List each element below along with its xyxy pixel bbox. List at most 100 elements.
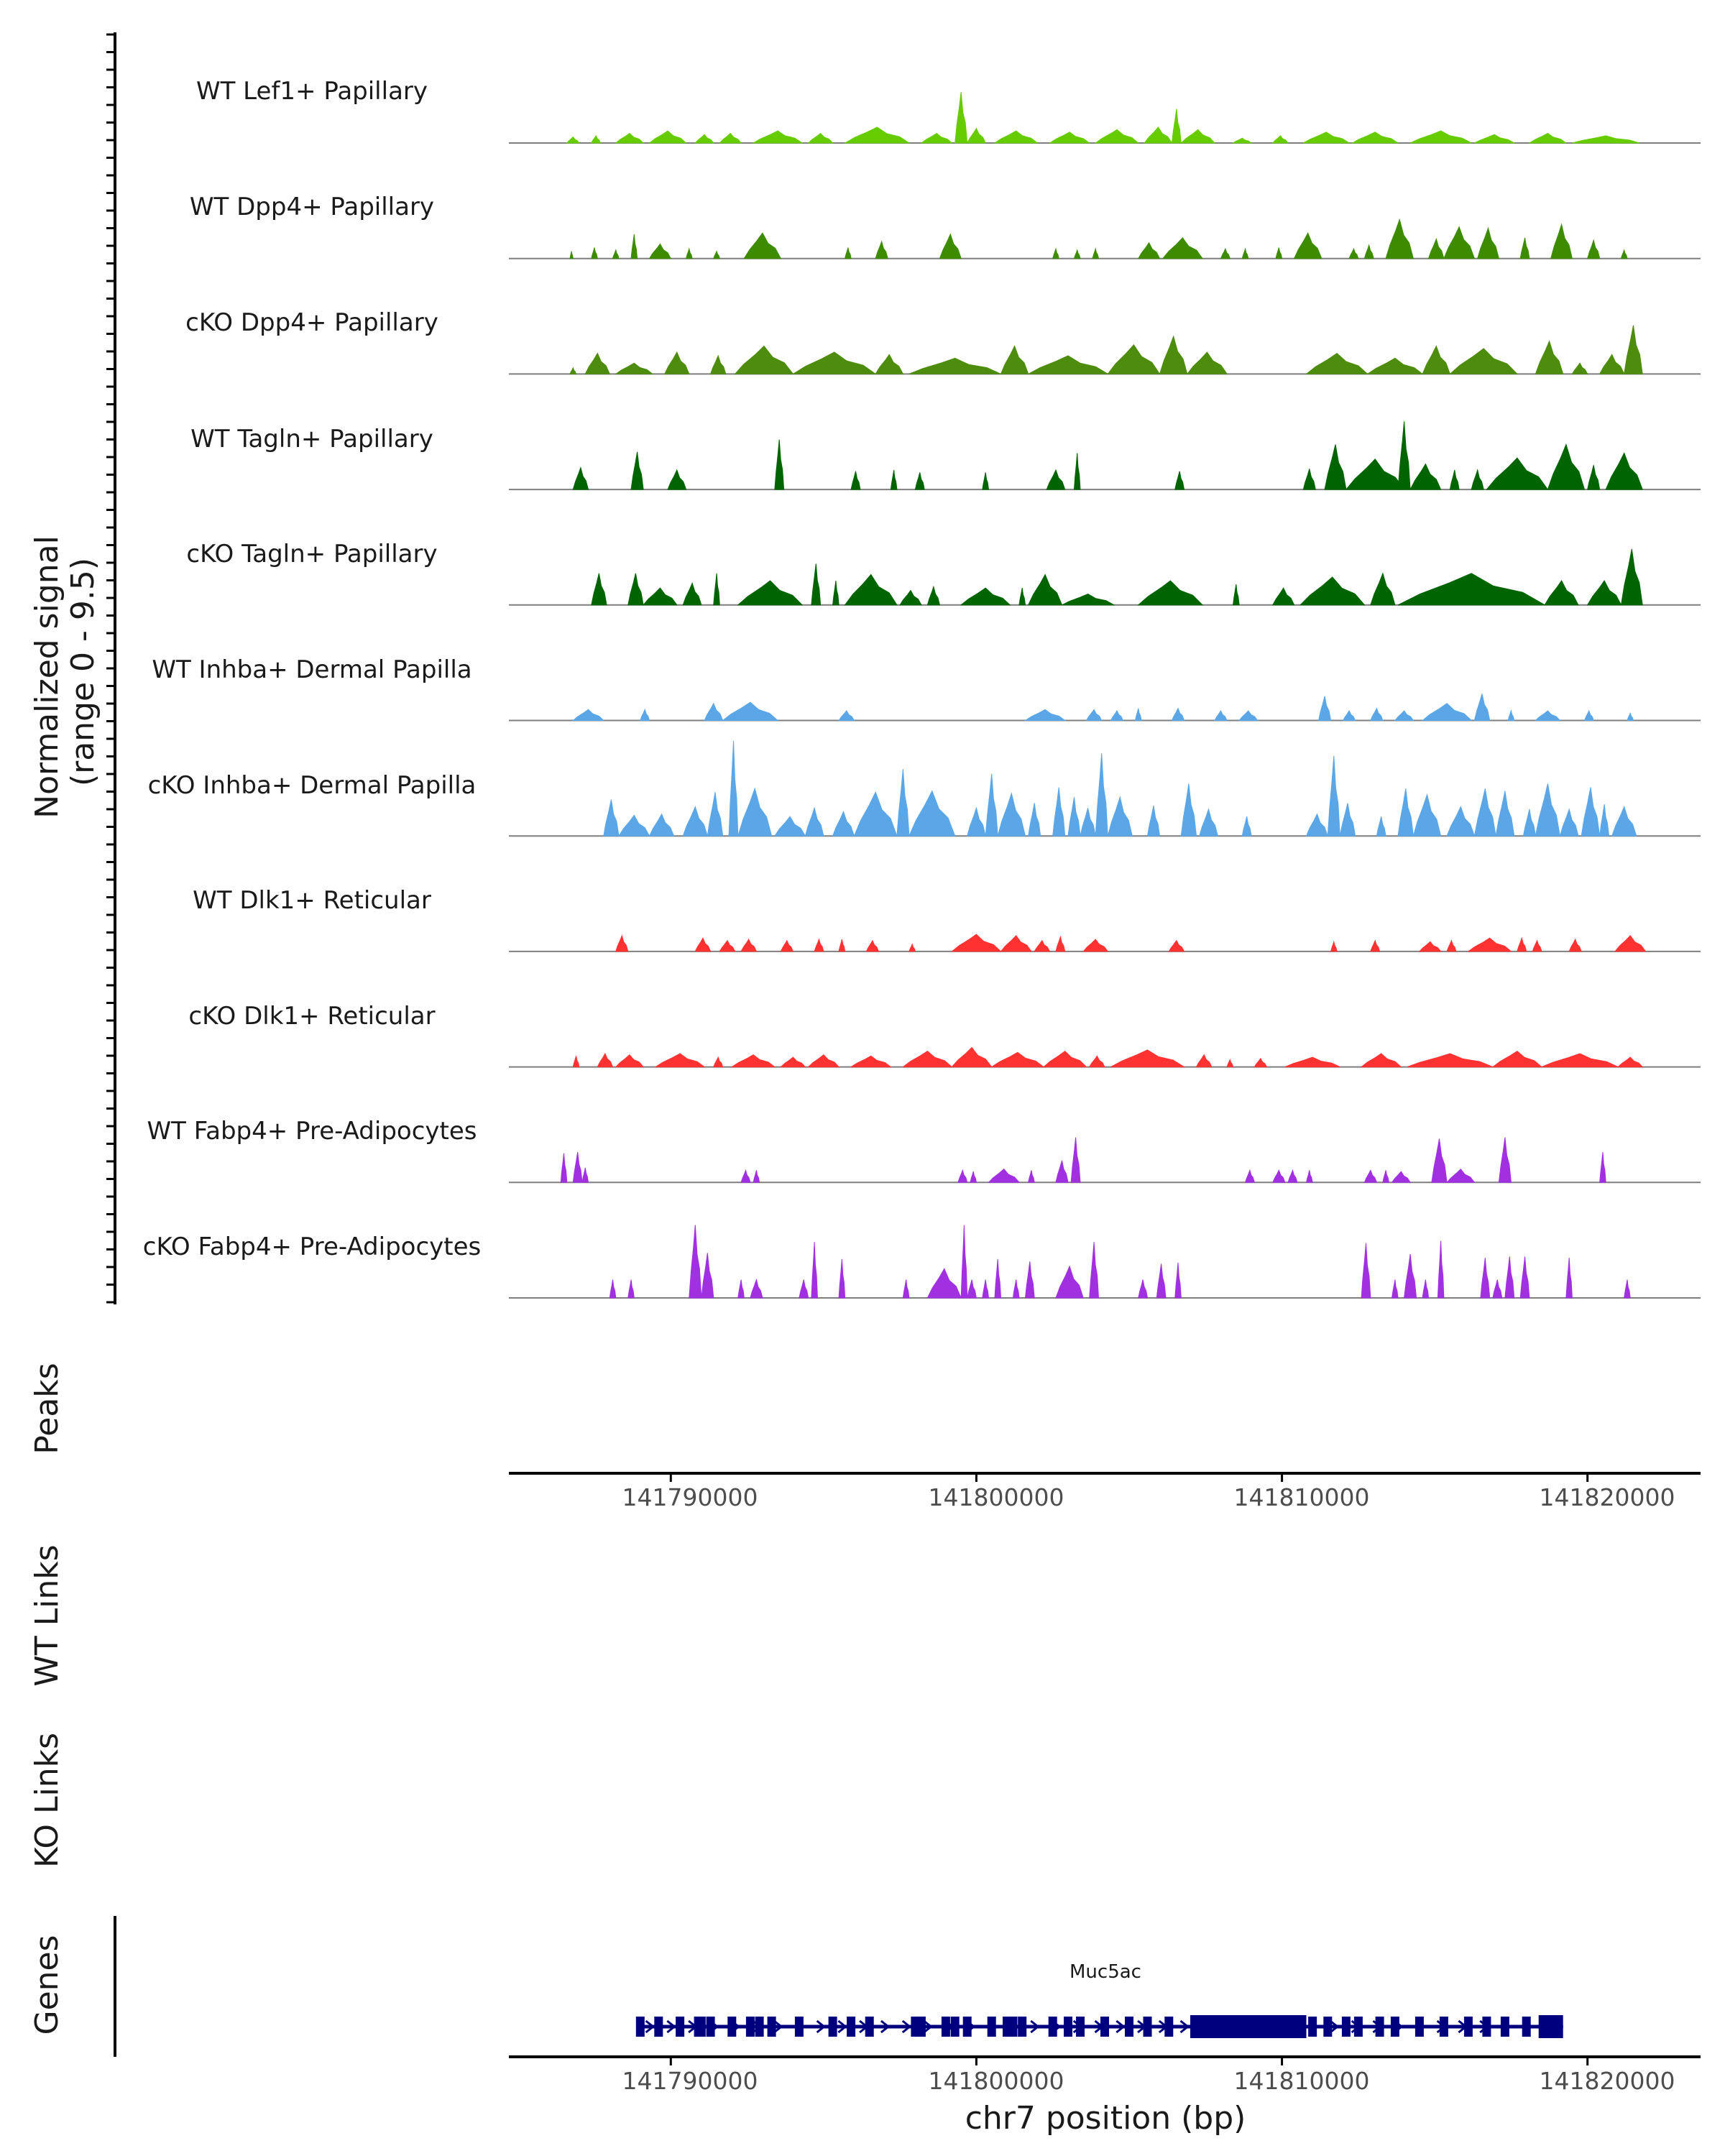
coverage-peak xyxy=(1272,1169,1286,1183)
coverage-peak xyxy=(1305,813,1329,837)
coverage-peak xyxy=(926,1268,962,1299)
strand-arrow xyxy=(645,2019,656,2034)
coverage-peak xyxy=(1195,1054,1213,1068)
coverage-peak xyxy=(1605,452,1643,490)
coverage-peak xyxy=(1305,352,1368,374)
coverage-peak xyxy=(1522,808,1536,837)
gene-exon xyxy=(745,2017,755,2037)
coverage-peak xyxy=(1070,1137,1081,1183)
coverage-peak xyxy=(1287,1169,1298,1183)
coverage-peak xyxy=(664,351,690,374)
coverage-peak xyxy=(844,573,898,606)
coverage-peak xyxy=(1174,1262,1182,1299)
coverage-peak xyxy=(1180,129,1216,144)
coverage-track xyxy=(509,218,1701,259)
coverage-peak xyxy=(780,1056,806,1068)
gene-exon xyxy=(1353,2017,1363,2037)
coverage-peak xyxy=(1299,576,1366,606)
coverage-peak xyxy=(640,708,650,721)
gene-exon xyxy=(1018,2017,1027,2037)
coverage-track xyxy=(509,421,1701,491)
coverage-peak xyxy=(1284,1056,1340,1068)
coverage-peak xyxy=(591,573,607,606)
track-label-cko-fabp4: cKO Fabp4+ Pre-Adipocytes xyxy=(143,1233,482,1261)
coverage-peak xyxy=(811,1242,818,1299)
coverage-peak xyxy=(1616,1056,1644,1068)
coverage-peak xyxy=(707,792,724,837)
coverage-peak xyxy=(569,367,577,374)
gene-exon xyxy=(1463,2017,1473,2037)
coverage-peak xyxy=(701,1253,714,1299)
coverage-peak xyxy=(612,249,620,259)
coverage-peak xyxy=(1491,1050,1543,1068)
coverage-peak xyxy=(572,1151,583,1183)
gene-exon xyxy=(1164,2017,1174,2037)
coverage-track xyxy=(509,934,1701,952)
gene-exon xyxy=(962,2017,972,2037)
coverage-peak xyxy=(1535,783,1560,837)
coverage-peak xyxy=(1073,249,1081,259)
coverage-peak xyxy=(1568,938,1582,952)
strand-arrow xyxy=(880,2019,891,2034)
coverage-peak xyxy=(844,247,852,259)
coverage-peak xyxy=(890,469,898,490)
coverage-peak xyxy=(1082,939,1109,952)
coverage-peak xyxy=(774,439,785,490)
coverage-peak xyxy=(1535,710,1561,721)
gene-exon xyxy=(767,2017,776,2037)
coverage-peak xyxy=(902,1279,910,1299)
gene-exon xyxy=(1482,2017,1491,2037)
coverage-peak xyxy=(832,580,840,606)
coverage-peak xyxy=(811,563,822,606)
coverage-peak xyxy=(1471,469,1484,490)
coverage-peak xyxy=(982,1279,990,1299)
coverage-peak xyxy=(1498,1137,1512,1183)
gene-exon xyxy=(1125,2017,1133,2037)
coverage-peak xyxy=(1547,443,1586,490)
coverage-peak xyxy=(1587,465,1601,490)
coverage-peak xyxy=(682,806,708,837)
coverage-peak xyxy=(1446,806,1476,837)
coverage-peak xyxy=(957,1169,968,1183)
coverage-peak xyxy=(1409,463,1442,490)
coverage-peak xyxy=(1095,753,1108,837)
track-label-wt-inhba: WT Inhba+ Dermal Papilla xyxy=(152,655,472,684)
gene-exon xyxy=(696,2017,706,2037)
coverage-peak xyxy=(1220,247,1231,259)
coverage-peak xyxy=(1067,797,1081,837)
coverage-peak xyxy=(908,357,1001,374)
coverage-peak xyxy=(571,709,605,721)
coverage-peak xyxy=(682,581,702,606)
coverage-peak xyxy=(694,937,712,952)
gene-exon xyxy=(950,2017,960,2037)
coverage-peak xyxy=(1427,238,1445,259)
gene-exon xyxy=(1048,2017,1057,2037)
coverage-peak xyxy=(1238,710,1259,721)
coverage-peak xyxy=(1275,247,1283,259)
coverage-peak xyxy=(807,1054,840,1068)
coverage-peak xyxy=(591,247,598,259)
gene-exon xyxy=(1439,2017,1448,2037)
coverage-peak xyxy=(1024,709,1067,721)
coverage-peak xyxy=(630,234,638,259)
coverage-peak xyxy=(1583,709,1594,721)
gene-exon xyxy=(1414,2017,1424,2037)
coverage-peak xyxy=(1293,232,1322,259)
coverage-peak xyxy=(1134,708,1142,721)
gene-exon xyxy=(941,2017,950,2037)
coverage-peak xyxy=(951,1046,993,1068)
coverage-peak xyxy=(799,1279,809,1299)
coverage-peak xyxy=(1477,226,1500,259)
coverage-tracks xyxy=(509,91,1701,1299)
coverage-track xyxy=(509,91,1701,144)
coverage-peak xyxy=(850,1055,892,1068)
coverage-peak xyxy=(804,806,824,837)
coverage-peak xyxy=(722,701,779,721)
coverage-peak xyxy=(1535,340,1564,374)
coverage-peak xyxy=(609,1279,617,1299)
coverage-peak xyxy=(908,790,956,837)
coverage-peak xyxy=(1024,1261,1035,1299)
coverage-peak xyxy=(1366,357,1424,374)
coverage-peak xyxy=(1587,239,1601,259)
